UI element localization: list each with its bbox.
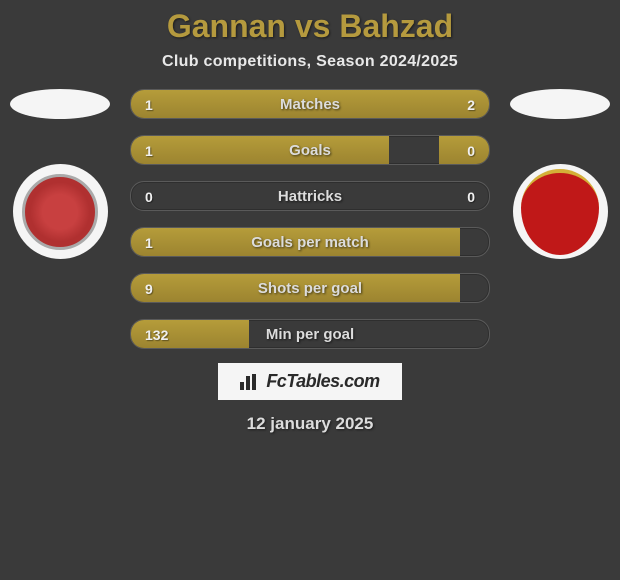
page-subtitle: Club competitions, Season 2024/2025 (162, 53, 458, 71)
player-photo-right (510, 89, 610, 119)
stat-bar-hattricks: 0 Hattricks 0 (130, 181, 490, 211)
stat-bar-min-per-goal: 132 Min per goal (130, 319, 490, 349)
stat-bar-shots-per-goal: 9 Shots per goal (130, 273, 490, 303)
stat-bar-matches: 1 Matches 2 (130, 89, 490, 119)
comparison-card: Gannan vs Bahzad Club competitions, Seas… (0, 0, 620, 580)
brand-text: FcTables.com (266, 371, 379, 392)
stats-column: 1 Matches 2 1 Goals 0 0 Hattricks 0 (120, 89, 500, 349)
brand-badge: FcTables.com (218, 363, 401, 400)
page-title: Gannan vs Bahzad (167, 8, 453, 45)
stat-bar-goals: 1 Goals 0 (130, 135, 490, 165)
club-logo-right (513, 164, 608, 259)
bar-chart-icon (240, 374, 260, 390)
stat-label: Goals per match (131, 228, 489, 256)
stat-label: Min per goal (131, 320, 489, 348)
main-row: 1 Matches 2 1 Goals 0 0 Hattricks 0 (0, 89, 620, 349)
stat-label: Shots per goal (131, 274, 489, 302)
stat-label: Hattricks (131, 182, 489, 210)
stat-bar-goals-per-match: 1 Goals per match (130, 227, 490, 257)
player-right-column (500, 89, 620, 259)
stat-label: Goals (131, 136, 489, 164)
player-photo-left (10, 89, 110, 119)
date-text: 12 january 2025 (247, 414, 374, 434)
club-logo-left (13, 164, 108, 259)
stat-label: Matches (131, 90, 489, 118)
player-left-column (0, 89, 120, 259)
